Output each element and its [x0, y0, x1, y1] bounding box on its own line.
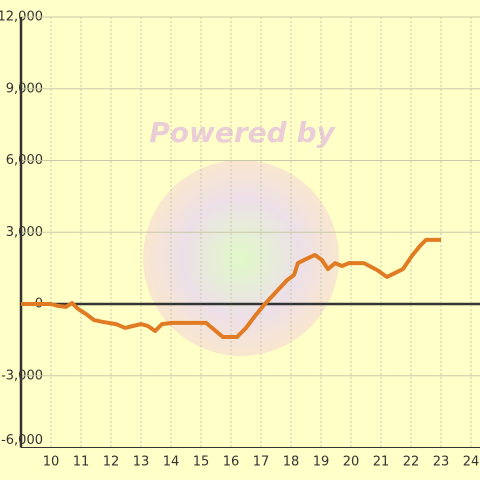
x-tick-label: 24: [463, 455, 480, 470]
line: [21, 237, 441, 340]
x-tick-label: 14: [163, 455, 180, 470]
x-tick-label: 13: [133, 455, 150, 470]
x-tick-label: 21: [373, 455, 390, 470]
watermark: Powered by: [149, 116, 336, 149]
x-tick-label: 22: [403, 455, 420, 470]
x-tick-label: 18: [283, 455, 300, 470]
x-tick-label: 19: [313, 455, 330, 470]
x-tick-label: 12: [103, 455, 120, 470]
x-tick-label: 10: [43, 455, 60, 470]
x-tick-label: 15: [193, 455, 210, 470]
x-tick-label: 23: [433, 455, 450, 470]
x-tick-label: 17: [253, 455, 270, 470]
x-tick-label: 20: [343, 455, 360, 470]
x-tick-label: 11: [73, 455, 90, 470]
watermark-logo: [143, 160, 339, 356]
x-tick-label: 16: [223, 455, 240, 470]
